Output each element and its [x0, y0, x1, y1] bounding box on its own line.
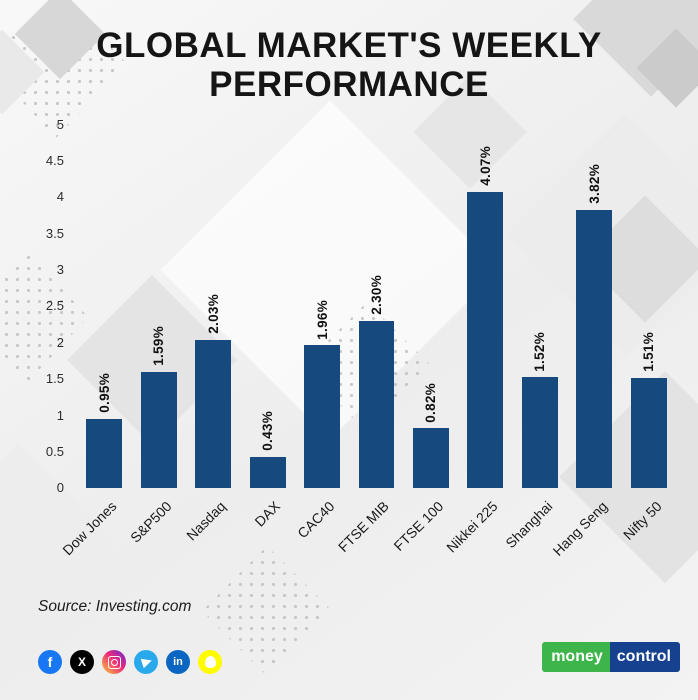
bar-column: 3.82% [567, 124, 621, 488]
bar-value-label: 2.03% [205, 294, 221, 335]
background-decoration [0, 29, 45, 115]
x-twitter-icon: X [70, 650, 94, 674]
bar-value-label: 1.51% [641, 332, 657, 373]
x-axis-label-cell: Shanghai [502, 488, 567, 584]
bar-column: 1.59% [131, 124, 185, 488]
bar [576, 209, 613, 488]
moneycontrol-logo: money control [542, 642, 680, 672]
bar-column: 1.52% [513, 124, 567, 488]
bar-value-label: 4.07% [477, 145, 493, 186]
source-note: Source: Investing.com [38, 598, 192, 615]
x-axis-label-cell: Nasdaq [183, 488, 240, 584]
x-axis-label: Dow Jones [59, 498, 120, 559]
social-icons: f X in [38, 650, 222, 674]
bar-value-label: 0.43% [260, 410, 276, 451]
plot-area: 0.95% 1.59% 2.03% 0.43% 1.96% [71, 124, 682, 488]
snapchat-icon [198, 650, 222, 674]
bar [521, 377, 558, 488]
bar-column: 4.07% [458, 124, 512, 488]
x-axis-label: CAC40 [294, 498, 338, 542]
bar-value-label: 2.30% [368, 274, 384, 315]
bar-column: 1.96% [295, 124, 349, 488]
bar [304, 345, 340, 488]
bar-value-label: 3.82% [586, 164, 602, 204]
x-axis-label-cell: Dow Jones [60, 488, 131, 584]
bar-column: 2.30% [349, 124, 403, 488]
instagram-icon [102, 650, 126, 674]
bar [249, 456, 286, 488]
paper-plane-icon [140, 655, 154, 669]
x-axis-label: Nifty 50 [619, 498, 665, 543]
bar [467, 191, 504, 488]
x-axis-label: DAX [251, 498, 284, 530]
bar [630, 378, 667, 488]
page-title: GLOBAL MARKET'S WEEKLY PERFORMANCE [96, 26, 602, 105]
bar [140, 372, 177, 488]
bar [358, 320, 395, 488]
bar-value-label: 1.52% [532, 331, 548, 372]
bar [195, 340, 232, 488]
bar [412, 428, 449, 488]
x-axis-label: S&P500 [126, 498, 175, 546]
ghost-icon [204, 656, 216, 668]
bar-value-label: 0.82% [423, 382, 439, 423]
bar-column: 0.82% [404, 124, 458, 488]
x-axis-label-cell: DAX [240, 488, 294, 584]
camera-icon [107, 655, 121, 669]
logo-control-text: control [609, 642, 680, 672]
facebook-icon: f [38, 650, 62, 674]
bar-chart: 5 4.5 4 3.5 3 2.5 2 1.5 1 0.5 0 0.95% 1.… [34, 116, 682, 584]
x-axis-label: Nasdaq [183, 498, 229, 544]
x-axis: Dow Jones S&P500 Nasdaq DAX CAC40 FTSE M… [60, 488, 682, 584]
linkedin-icon: in [166, 650, 190, 674]
bar-value-label: 0.95% [96, 373, 112, 413]
x-axis-label-cell: S&P500 [127, 488, 185, 584]
bar-value-label: 1.96% [314, 299, 330, 340]
bar-value-label: 1.59% [151, 326, 167, 367]
y-axis: 5 4.5 4 3.5 3 2.5 2 1.5 1 0.5 0 [45, 116, 64, 496]
x-axis-label-cell: Hang Seng [549, 488, 621, 584]
bar [86, 418, 123, 488]
bar-column: 0.43% [240, 124, 294, 488]
logo-money-text: money [542, 642, 610, 672]
bar-column: 1.51% [622, 124, 676, 488]
bar-column: 0.95% [77, 124, 131, 488]
telegram-icon [134, 650, 158, 674]
x-axis-label-cell: Nifty 50 [619, 488, 676, 584]
bar-column: 2.03% [186, 124, 240, 488]
